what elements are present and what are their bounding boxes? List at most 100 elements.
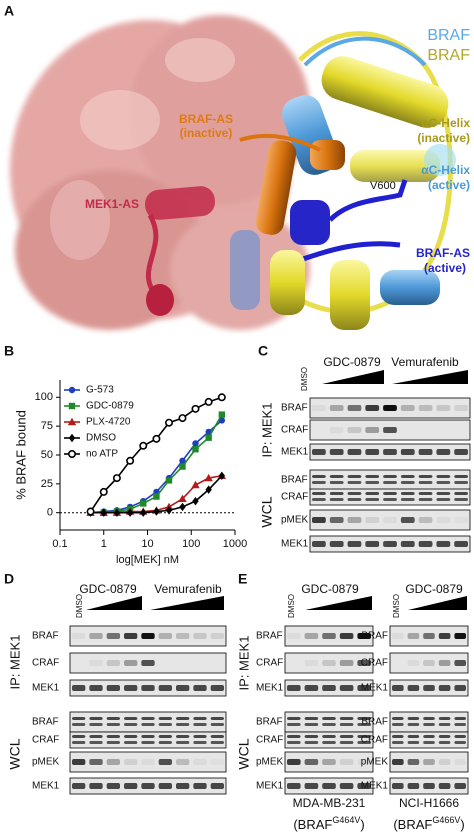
data-point [67,417,77,426]
row-label: CRAF [281,492,308,503]
group-label: WCL [7,738,23,769]
blot-band [436,449,451,455]
structure-label: (inactive) [417,131,470,145]
row-label: MEK1 [32,683,60,694]
blot-band [347,427,362,433]
blot-band [124,741,138,744]
blot-strip [389,731,469,749]
y-tick-label: 50 [41,449,53,461]
blot-band [454,783,466,789]
blot-band [89,723,103,726]
data-point [164,418,173,427]
mutation: G466V [432,815,460,825]
blot-band [158,783,172,789]
blot-band [339,633,354,639]
blot-band [357,660,371,666]
blot-band [312,475,326,478]
blot-band [423,759,435,765]
blot-band [454,492,468,495]
blot-band [454,633,466,639]
blot-band [357,685,371,691]
data-point [192,446,199,453]
blot-band [106,741,120,744]
blot-band [339,717,354,720]
blot-band [347,517,362,523]
blot-band [106,735,120,738]
row-label: CRAF [361,658,388,669]
blot-band [454,717,466,720]
blot-band [158,685,172,691]
blot-band [329,475,344,478]
blot-band [418,498,433,501]
blot-band [438,685,451,691]
blot-band [357,723,371,726]
blot-band [176,685,190,691]
row-label: CRAF [361,735,388,746]
blot-band [400,492,415,495]
blot-band [193,759,207,765]
data-point [192,496,199,506]
blot-band [287,633,301,639]
blot-band [124,660,138,666]
blot-band [400,517,415,523]
blot-band [312,492,326,495]
blot-band [438,759,451,765]
blot-band [106,723,120,726]
blot-band [392,717,404,720]
blot-band [106,633,120,639]
blot-band [304,759,319,765]
blot-band [193,723,207,726]
lane-label: DMSO [75,594,84,618]
data-point [112,474,121,483]
structure-label: αC-Helix [421,116,470,130]
blot-strip [389,711,469,733]
blot-band [124,759,138,765]
blot-band [423,723,435,726]
blot-band [347,492,362,495]
data-point [205,434,212,441]
blot-band [383,405,397,411]
blot-band [347,475,362,478]
blot-band [438,717,451,720]
blot-band [400,475,415,478]
blot-band [454,449,468,455]
row-label: pMEK [361,757,389,768]
row-label: MEK1 [32,781,60,792]
blot-band [106,660,120,666]
structure-image [10,15,456,330]
suffix: ) [460,817,464,832]
blot-band [141,633,155,639]
panel-label: E [238,571,247,587]
blot-band [176,735,190,738]
blot-band [287,735,301,738]
blot-band [454,741,466,744]
blot-strip [309,469,471,491]
blot-band [392,723,404,726]
blot-band [89,783,103,789]
row-label: MEK1 [361,781,389,792]
blot-band [392,741,404,744]
blot-band [329,517,344,523]
y-tick-label: 75 [41,420,53,432]
blot-strip [284,711,374,733]
blot-band [89,685,103,691]
row-label: CRAF [281,425,308,436]
blot-band [454,405,468,411]
row-label: BRAF [281,475,308,486]
blot-band [141,660,155,666]
data-point [165,477,173,484]
blot-band [322,660,336,666]
blot-band [436,405,451,411]
lane-label: Vemurafenib [391,355,459,369]
x-tick-label: 0.1 [52,538,67,550]
blot-band [418,449,433,455]
structure-label: (inactive) [180,126,233,140]
blot-band [141,717,155,720]
blot-band [141,783,155,789]
blot-band [89,741,103,744]
blot-band [193,633,207,639]
blot-band [423,735,435,738]
blot-band [106,783,120,789]
row-label: BRAF [32,631,59,642]
blot-band [193,783,207,789]
